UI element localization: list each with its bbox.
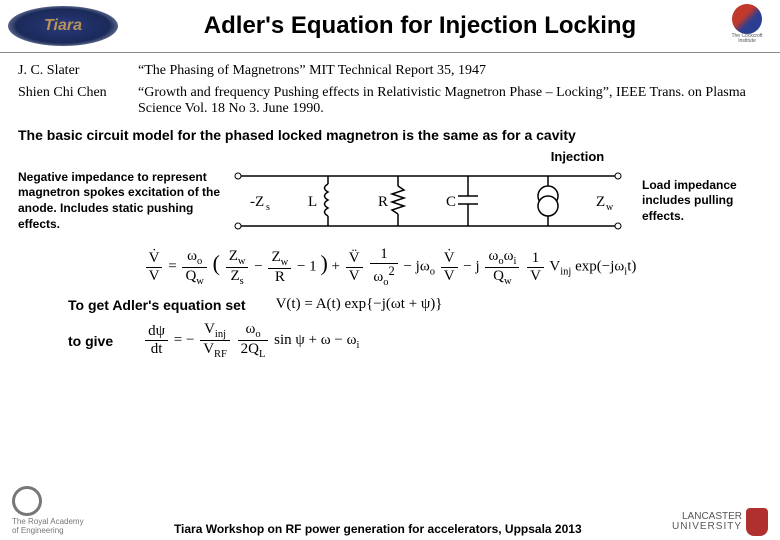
ring-icon (12, 486, 42, 516)
togive-label: to give (68, 333, 113, 349)
svg-text:w: w (606, 202, 614, 213)
svg-text:Z: Z (596, 194, 605, 210)
circuit-diagram: -Z s L R C Z w (228, 166, 638, 236)
adler-intro-label: To get Adler's equation set (68, 297, 246, 313)
svg-text:L: L (308, 194, 317, 210)
tiara-logo-text: Tiara (44, 17, 82, 35)
cockcroft-logo: The Cockcroft Institute (722, 4, 772, 48)
svg-text:s: s (266, 202, 270, 213)
ref-author: Shien Chi Chen (18, 85, 138, 117)
dpsidt-equation: dψdt = − VinjVRF ωo2QL sin ψ + ω − ωi (143, 321, 359, 360)
cockcroft-logo-icon (732, 4, 762, 34)
content: J. C. Slater “The Phasing of Magnetrons”… (0, 53, 780, 378)
togive-row: to give dψdt = − VinjVRF ωo2QL sin ψ + ω… (18, 321, 762, 360)
circuit-row: Negative impedance to represent magnetro… (18, 166, 762, 236)
svg-text:R: R (378, 194, 388, 210)
statement-text: The basic circuit model for the phased l… (18, 127, 762, 143)
injection-label: Injection (393, 149, 762, 164)
footer-center-text: Tiara Workshop on RF power generation fo… (84, 522, 672, 536)
header: Tiara Adler's Equation for Injection Loc… (0, 0, 780, 53)
main-equation: V̇V = ωoQw ( ZwZs − ZwR − 1 ) + V̈V 1ωo2… (18, 246, 762, 288)
adler-set-row: To get Adler's equation set V(t) = A(t) … (18, 296, 762, 313)
svg-text:C: C (446, 194, 456, 210)
circuit-note-right: Load impedance includes pulling effects. (638, 178, 762, 225)
reference-1: J. C. Slater “The Phasing of Magnetrons”… (18, 63, 762, 79)
circuit-note-left: Negative impedance to represent magnetro… (18, 170, 228, 232)
ref-text: “Growth and frequency Pushing effects in… (138, 85, 762, 117)
lancaster-logo: LANCASTER UNIVERSITY (672, 508, 768, 536)
lancaster-line2: UNIVERSITY (672, 522, 742, 532)
ref-text: “The Phasing of Magnetrons” MIT Technica… (138, 63, 762, 79)
tiara-logo: Tiara (8, 6, 118, 46)
footer: The Royal Academy of Engineering Tiara W… (0, 486, 780, 536)
royal-academy-logo: The Royal Academy of Engineering (12, 486, 84, 536)
page-title: Adler's Equation for Injection Locking (204, 12, 636, 40)
shield-icon (746, 508, 768, 536)
cockcroft-logo-text: The Cockcroft Institute (722, 34, 772, 44)
svg-text:-Z: -Z (250, 194, 264, 210)
footer-left-line2: of Engineering (12, 527, 84, 536)
reference-2: Shien Chi Chen “Growth and frequency Pus… (18, 85, 762, 117)
ref-author: J. C. Slater (18, 63, 138, 79)
vt-equation: V(t) = A(t) exp{−j(ωt + ψ)} (276, 296, 443, 313)
